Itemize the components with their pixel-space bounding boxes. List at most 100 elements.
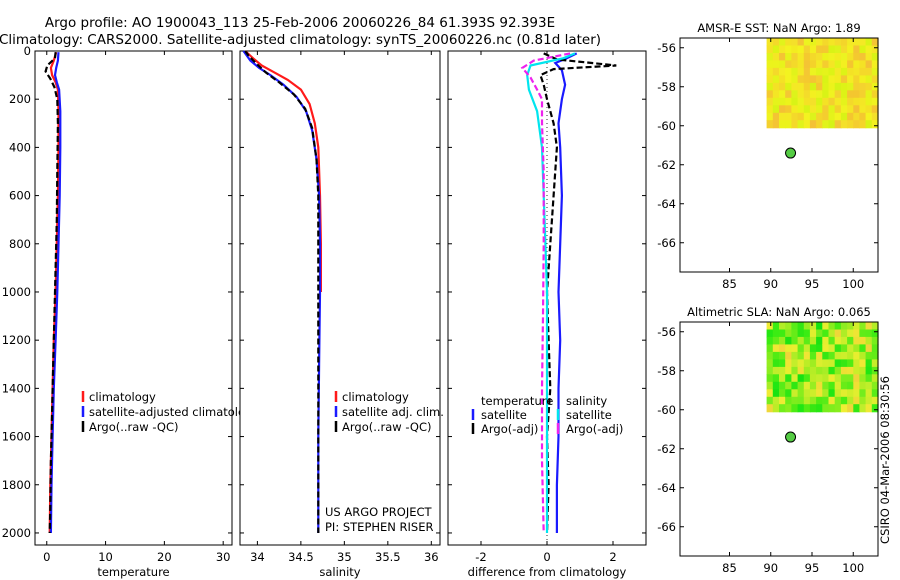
sla_map-cell — [834, 322, 842, 331]
sst_map-cell — [853, 67, 861, 76]
sst_map-lat-tick-label: -62 — [657, 158, 676, 172]
sst_map-field — [766, 38, 879, 129]
sla_map-cell — [772, 336, 780, 345]
sla_map-cell — [791, 344, 799, 353]
sla_map-cell — [853, 381, 861, 390]
sst_map-cell — [779, 120, 786, 129]
salinity-xtick-label: 35 — [337, 550, 352, 564]
sla_map-cell — [840, 351, 848, 360]
sla_map-cell — [803, 344, 811, 353]
difference-series-magenta — [520, 52, 571, 534]
sst_map-cell — [803, 82, 811, 91]
difference-series-black — [539, 52, 617, 534]
sla_map-cell — [859, 359, 867, 368]
sst_map-cell — [822, 105, 830, 114]
sla_map-cell — [816, 329, 823, 338]
depth-tick-label: 1400 — [2, 381, 31, 395]
sst_map-cell — [766, 105, 774, 114]
sla_map-cell — [865, 366, 873, 375]
temperature-xtick-label: 30 — [216, 550, 231, 564]
sst_map-cell — [840, 53, 848, 62]
temperature-series-black — [44, 52, 60, 534]
sst_map-cell — [779, 53, 786, 62]
sla_map-cell — [803, 366, 811, 375]
sst_map-cell — [865, 67, 873, 76]
sla_map-cell — [828, 366, 836, 375]
sla_map-cell — [779, 322, 786, 331]
sst_map-cell — [779, 75, 786, 84]
sla_map-cell — [828, 329, 836, 338]
sst_map-cell — [772, 97, 780, 106]
sla_map-cell — [803, 381, 811, 390]
sla_map-cell — [791, 359, 799, 368]
sla_map-cell — [766, 374, 774, 383]
sst_map-cell — [828, 112, 836, 121]
sla_map-lon-tick-label: 100 — [842, 561, 864, 575]
sst_map-cell — [779, 112, 786, 121]
sst_map-cell — [791, 82, 799, 91]
sla_map-cell — [772, 322, 780, 331]
sst_map-cell — [822, 38, 830, 47]
sla_map-cell — [785, 351, 792, 360]
sst_map-lon-tick-label: 95 — [805, 277, 820, 291]
sst_map-cell — [871, 67, 879, 76]
sst_map-cell — [840, 105, 848, 114]
sla_map-cell — [840, 336, 848, 345]
sla_map-cell — [766, 366, 774, 375]
sla_map-cell — [840, 344, 848, 353]
sst_map-cell — [822, 112, 830, 121]
sla_map-cell — [828, 374, 836, 383]
sst_map-cell — [847, 105, 854, 114]
sst_map-cell — [772, 38, 780, 47]
sst_map-cell — [772, 120, 780, 129]
sla_map-cell — [853, 344, 861, 353]
difference-series-cyan — [526, 52, 576, 533]
sla_map-cell — [816, 359, 823, 368]
sla_map-cell — [859, 351, 867, 360]
sla_map-cell — [791, 351, 799, 360]
sla_map-cell — [834, 351, 842, 360]
figure-title-line1: Argo profile: AO 1900043_113 25-Feb-2006… — [45, 15, 555, 31]
sst_map-cell — [865, 82, 873, 91]
temperature-legend-entry: Argo(..raw -QC) — [89, 420, 179, 434]
sst_map-cell — [871, 45, 879, 54]
sla_map-cell — [809, 396, 817, 405]
salinity-xtick-label: 36 — [424, 550, 439, 564]
temperature-xtick-label: 0 — [43, 550, 50, 564]
sla_map-cell — [822, 374, 830, 383]
sst_map-cell — [791, 60, 799, 69]
sla_map-cell — [797, 389, 805, 398]
sst_map-cell — [865, 97, 873, 106]
temperature-axis-label: temperature — [97, 565, 169, 579]
sst_map-cell — [847, 38, 854, 47]
sla_map-cell — [871, 336, 879, 345]
sla_map-cell — [772, 389, 780, 398]
sst_map-cell — [766, 53, 774, 62]
sst_map-cell — [772, 60, 780, 69]
sst_map-cell — [840, 75, 848, 84]
sla_map-cell — [809, 404, 817, 413]
sst_map-cell — [816, 82, 823, 91]
sst_map-cell — [766, 120, 774, 129]
sst_map-cell — [803, 120, 811, 129]
sst_map-cell — [816, 53, 823, 62]
project-annotation: PI: STEPHEN RISER — [325, 520, 434, 534]
sla_map-cell — [834, 359, 842, 368]
sla_map-cell — [791, 336, 799, 345]
sst_map-argo-position-marker — [785, 147, 797, 159]
sst_map-cell — [834, 120, 842, 129]
sst_map-cell — [809, 105, 817, 114]
temperature-series-blue — [49, 52, 62, 534]
temperature-series-group — [44, 51, 62, 534]
sla_map-cell — [828, 322, 836, 331]
sla_map-cell — [840, 396, 848, 405]
difference-legend-entry: satellite — [566, 408, 612, 422]
sla_map-cell — [797, 329, 805, 338]
sst_map-cell — [859, 67, 867, 76]
sst_map-cell — [791, 67, 799, 76]
depth-tick-label: 1800 — [2, 478, 31, 492]
sla_map-cell — [785, 381, 792, 390]
sst_map-cell — [809, 67, 817, 76]
sst_map-cell — [791, 38, 799, 47]
sla_map-cell — [853, 374, 861, 383]
